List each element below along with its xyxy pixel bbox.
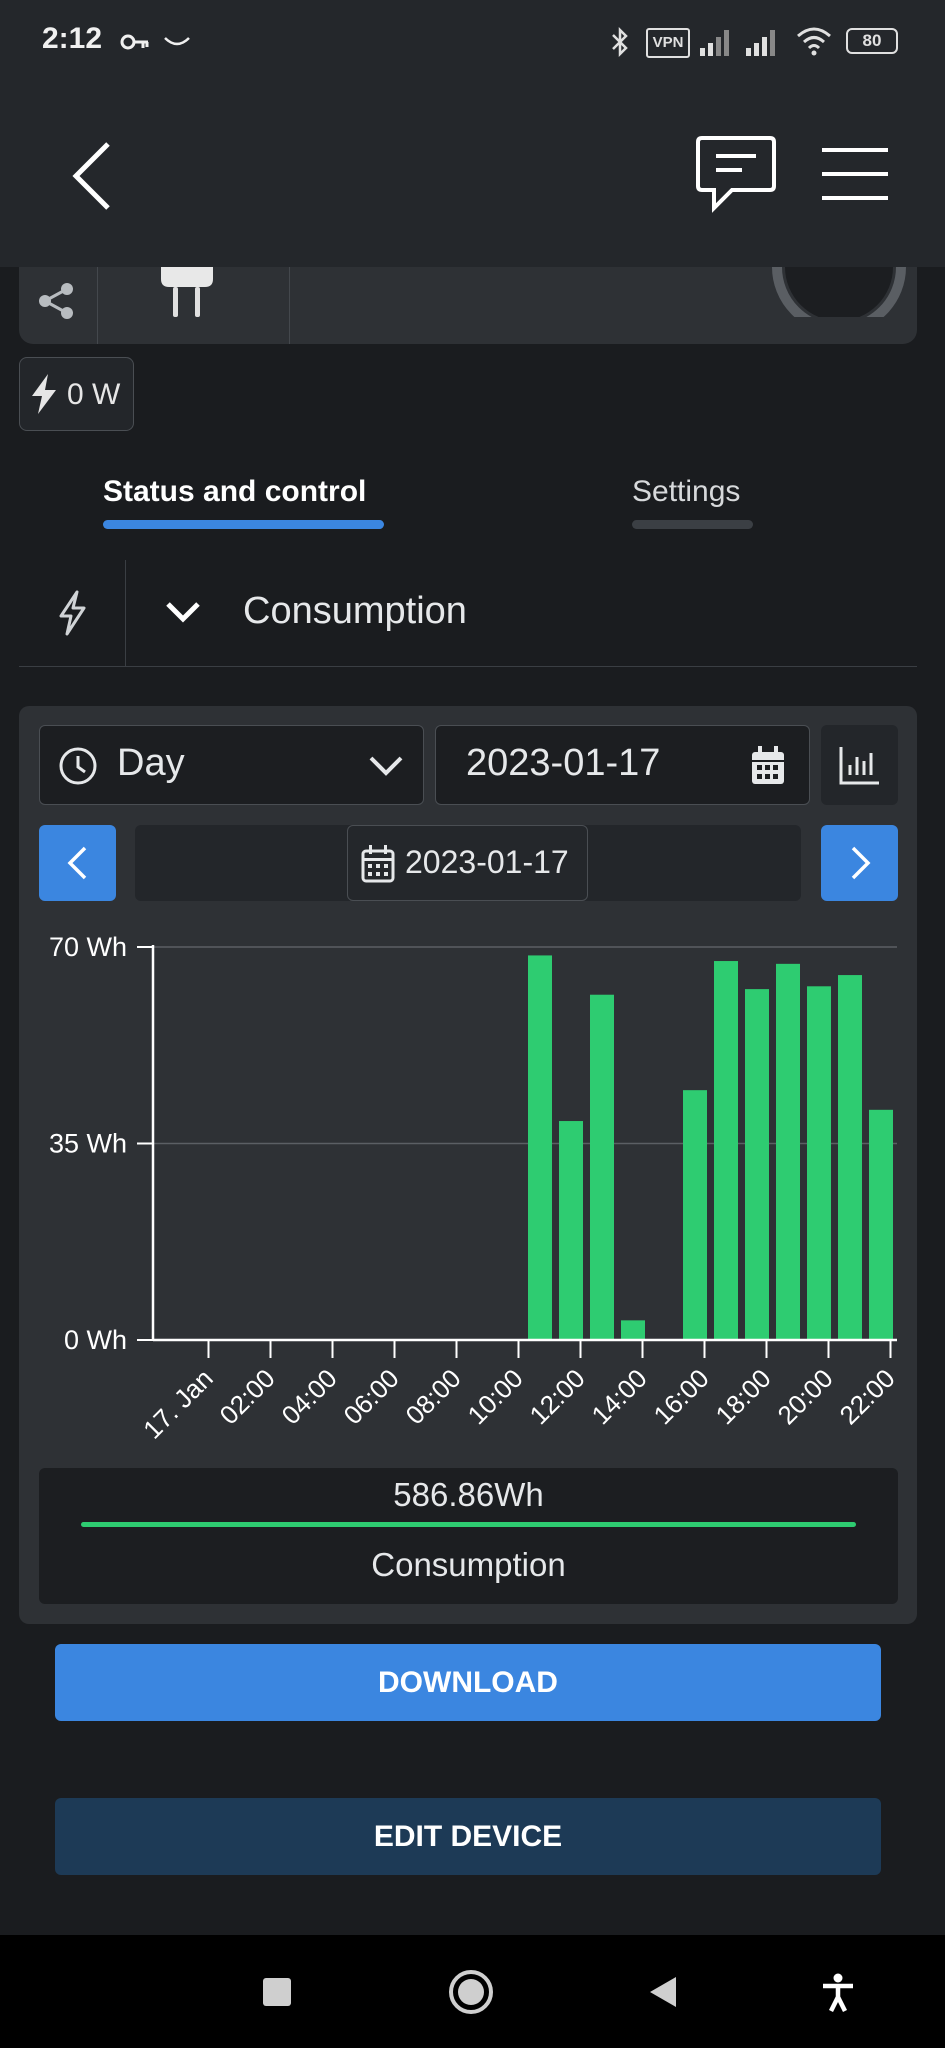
feedback-chat-icon[interactable] — [696, 134, 776, 214]
tab-status-and-control[interactable]: Status and control — [103, 475, 367, 508]
x-tick-label: 12:00 — [524, 1363, 591, 1430]
signal-icon-1 — [700, 30, 729, 56]
bar-17:00 — [683, 1090, 707, 1340]
chart-type-button[interactable] — [821, 725, 898, 805]
bluetooth-icon — [612, 26, 628, 58]
lightning-outline-icon — [59, 590, 86, 636]
clock-icon — [59, 747, 97, 785]
device-card — [19, 267, 917, 344]
section-divider — [125, 560, 126, 666]
accessibility-icon[interactable] — [820, 1973, 856, 2013]
consumption-bar-chart: 0 Wh 35 Wh 70 Wh 17. Jan02:0004:0006:0008:0… — [49, 932, 901, 1445]
bar-19:00 — [745, 989, 769, 1340]
summary-box — [39, 1468, 898, 1604]
battery-level: 80 — [862, 31, 882, 50]
chevron-left-icon — [67, 846, 87, 880]
y-tick-label: 0 Wh — [64, 1325, 127, 1355]
tab-settings[interactable]: Settings — [632, 475, 741, 508]
bar-chart-icon — [839, 747, 879, 785]
bar-21:00 — [807, 986, 831, 1340]
signal-icon-2 — [746, 30, 775, 56]
home-icon[interactable] — [448, 1969, 494, 2015]
back-arrow-icon[interactable] — [68, 140, 116, 212]
card-divider-2 — [289, 267, 290, 344]
x-tick-label: 14:00 — [586, 1363, 653, 1430]
x-tick-label: 06:00 — [338, 1363, 405, 1430]
app-bar — [0, 84, 945, 267]
x-tick-label: 08:00 — [400, 1363, 467, 1430]
x-tick-label: 16:00 — [648, 1363, 715, 1430]
power-toggle-ring-icon[interactable] — [769, 267, 909, 317]
previous-period-button[interactable] — [39, 825, 116, 901]
key-icon — [120, 34, 149, 50]
x-tick-label: 22:00 — [834, 1363, 901, 1430]
back-triangle-icon[interactable] — [648, 1975, 678, 2009]
battery-indicator: 80 — [846, 28, 898, 54]
power-badge: 0 W — [19, 357, 134, 431]
bar-20:00 — [776, 963, 800, 1340]
y-tick-label: 70 Wh — [49, 932, 127, 962]
lightning-icon — [32, 374, 56, 414]
bar-23:00 — [869, 1109, 893, 1340]
card-divider — [97, 267, 98, 344]
wifi-icon — [797, 27, 831, 56]
calendar-icon[interactable] — [750, 746, 786, 786]
bar-22:00 — [838, 975, 862, 1340]
x-tick-label: 18:00 — [710, 1363, 777, 1430]
chevron-down-icon[interactable] — [165, 600, 201, 624]
edit-device-button[interactable]: EDIT DEVICE — [55, 1798, 881, 1875]
period-value: Day — [117, 742, 185, 784]
summary-legend-label[interactable]: Consumption — [371, 1546, 566, 1583]
x-tick-label: 10:00 — [462, 1363, 529, 1430]
smile-notification-icon — [164, 37, 190, 46]
chevron-down-icon — [369, 756, 403, 776]
summary-total-value: 586.86Wh — [393, 1476, 544, 1513]
smart-plug-image — [161, 267, 213, 317]
x-tick-label: 04:00 — [276, 1363, 343, 1430]
bar-14:00 — [590, 994, 614, 1340]
date-range-chip[interactable] — [347, 825, 588, 901]
x-tick-label: 20:00 — [772, 1363, 839, 1430]
status-time: 2:12 — [42, 22, 103, 55]
tab-active-indicator — [103, 520, 384, 529]
consumption-section-header[interactable] — [19, 560, 917, 667]
power-value: 0 W — [67, 378, 121, 411]
recent-apps-icon[interactable] — [262, 1977, 292, 2007]
hamburger-menu-icon[interactable] — [820, 146, 890, 202]
section-title: Consumption — [243, 590, 467, 632]
next-period-button[interactable] — [821, 825, 898, 901]
system-nav-bar — [0, 1935, 945, 2048]
y-tick-label: 35 Wh — [49, 1129, 127, 1159]
date-input-value: 2023-01-17 — [466, 742, 661, 784]
summary-legend-line[interactable] — [81, 1522, 856, 1527]
x-tick-label: 02:00 — [214, 1363, 281, 1430]
tab-inactive-indicator — [632, 520, 753, 529]
download-button[interactable]: DOWNLOAD — [55, 1644, 881, 1721]
period-select[interactable] — [39, 725, 424, 805]
chevron-right-icon — [851, 846, 871, 880]
bar-13:00 — [559, 1121, 583, 1340]
date-input[interactable] — [435, 725, 810, 805]
bar-15:00 — [621, 1320, 645, 1340]
date-range-label: 2023-01-17 — [405, 844, 569, 880]
bar-12:00 — [528, 955, 552, 1340]
vpn-badge: VPN — [646, 28, 690, 58]
x-tick-label: 17. Jan — [137, 1363, 219, 1445]
status-bar: 2:12 VPN 80 — [0, 0, 945, 84]
bar-18:00 — [714, 961, 738, 1340]
calendar-outline-icon — [361, 845, 395, 883]
share-icon[interactable] — [37, 281, 75, 321]
